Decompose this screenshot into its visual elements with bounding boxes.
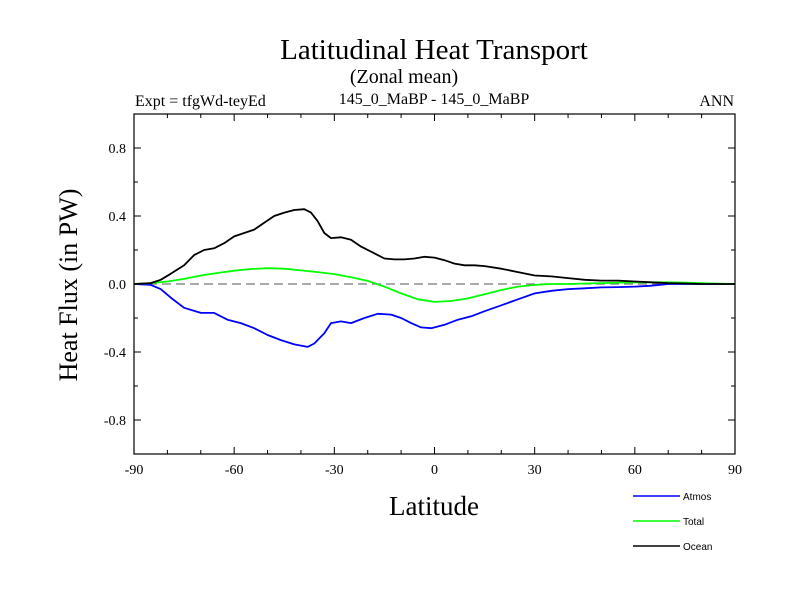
plot-frame	[133, 113, 736, 455]
legend: Atmos Total Ocean	[633, 492, 712, 553]
chart-subtitle: (Zonal mean)	[350, 66, 458, 88]
y-tick-label: 0.8	[109, 142, 127, 157]
series-line-atmos	[133, 283, 735, 348]
comparison-label: 145_0_MaBP - 145_0_MaBP	[339, 91, 530, 108]
y-axis-title: Heat Flux (in PW)	[54, 189, 83, 382]
x-tick-label: -90	[125, 463, 144, 478]
x-tick-label: 30	[528, 463, 542, 478]
y-tick-label: -0.8	[104, 414, 126, 429]
legend-label-ocean: Ocean	[683, 542, 712, 553]
series-line-total	[133, 267, 736, 303]
x-tick-label: -60	[225, 463, 244, 478]
legend-item-total: Total	[633, 517, 704, 528]
y-tick-label: -0.4	[104, 346, 126, 361]
legend-label-total: Total	[683, 517, 704, 528]
chart-title: Latitudinal Heat Transport	[280, 34, 588, 66]
legend-item-ocean: Ocean	[633, 542, 712, 553]
x-tick-label: 90	[728, 463, 742, 478]
x-axis-title: Latitude	[389, 491, 479, 521]
x-tick-label: -30	[325, 463, 344, 478]
legend-item-atmos: Atmos	[633, 492, 711, 503]
y-tick-label: 0.0	[109, 278, 127, 293]
legend-label-atmos: Atmos	[683, 492, 711, 503]
x-tick-label: 60	[628, 463, 642, 478]
x-tick-label: 0	[431, 463, 438, 478]
y-tick-label: 0.4	[109, 210, 127, 225]
season-label: ANN	[699, 93, 734, 110]
experiment-label: Expt = tfgWd-teyEd	[135, 93, 266, 110]
series-line-ocean	[133, 208, 735, 285]
